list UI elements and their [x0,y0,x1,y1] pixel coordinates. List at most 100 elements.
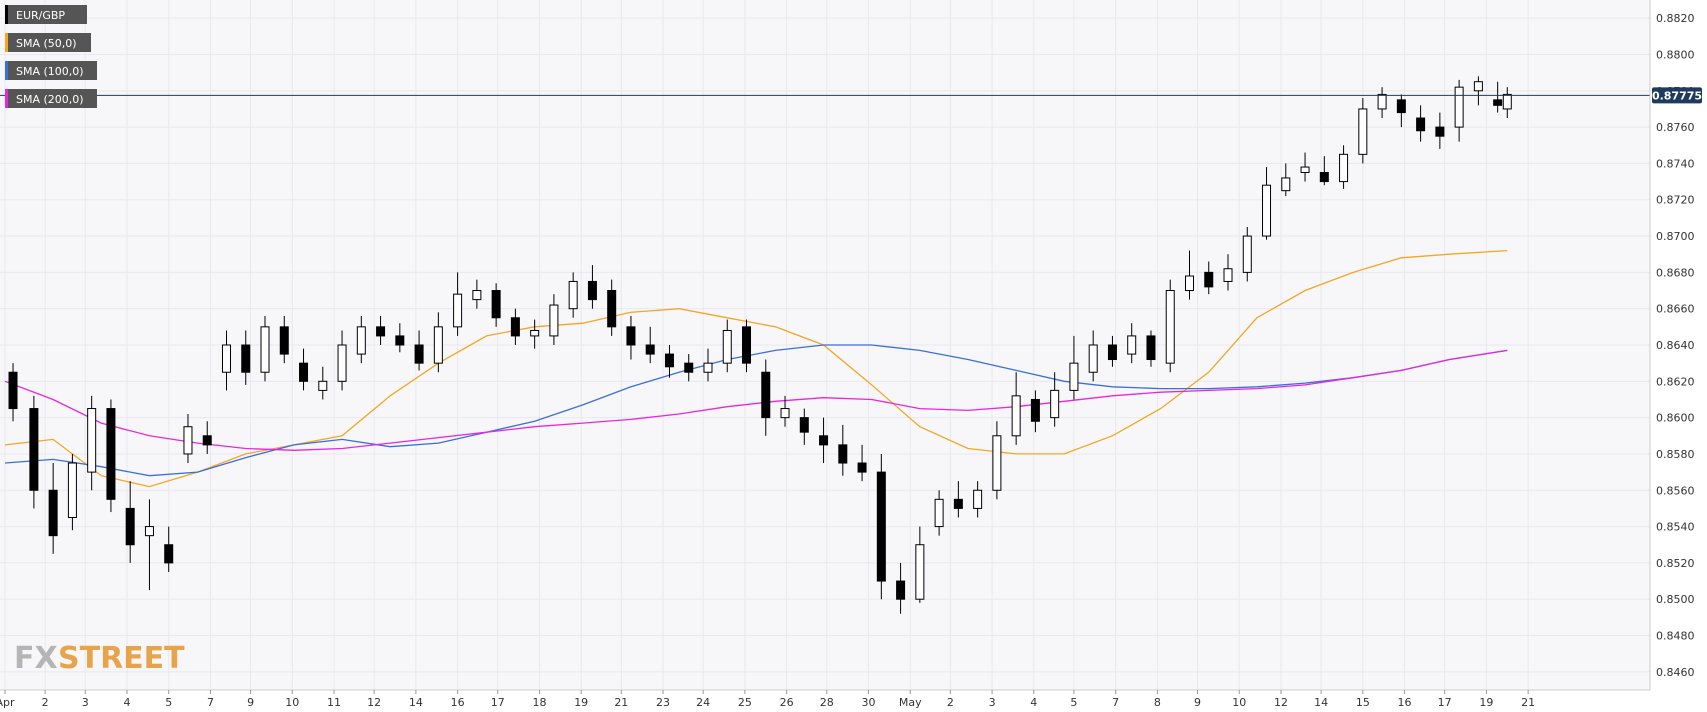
y-tick-label-5: 0.8560 [1656,484,1695,497]
candle-30 [587,265,597,309]
candle-body-1 [29,408,39,491]
candle-4 [87,395,97,491]
candle-11 [221,330,231,391]
candle-32 [626,315,636,360]
candle-38 [742,319,752,373]
y-tick-label-8: 0.8620 [1656,375,1695,388]
candle-body-63 [1223,268,1233,282]
candle-body-6 [125,507,135,546]
candle-body-71 [1377,93,1387,110]
candle-43 [838,424,848,476]
sma-line-2 [4,349,1508,451]
candle-body-43 [838,444,848,464]
candle-53 [1030,390,1040,433]
candle-29 [568,272,578,318]
candle-body-31 [607,290,617,328]
x-axis: Apr234579101112141617181921232425262830M… [0,689,1650,709]
candle-body-44 [857,462,867,473]
candle-body-13 [260,326,270,373]
candle-68 [1319,156,1329,186]
candle-46 [896,562,906,614]
legend-label-2: SMA (100,0) [16,65,84,78]
candle-8 [164,526,174,572]
legend-swatch-0 [5,5,8,24]
candle-23 [453,272,463,336]
candle-body-62 [1204,271,1214,288]
candle-35 [684,354,694,382]
candle-body-3 [67,462,77,518]
candle-1 [29,395,39,509]
candle-body-41 [799,417,809,433]
candle-body-12 [241,344,251,373]
candle-body-56 [1088,344,1098,373]
candle-55 [1069,335,1079,400]
x-tick-label-11: 16 [451,696,465,709]
candle-body-21 [414,344,424,364]
current-price-label-bg [1652,87,1702,104]
candle-27 [530,319,540,349]
x-tick-label-7: 10 [285,696,299,709]
x-tick-label-21: 30 [861,696,875,709]
x-tick-label-31: 12 [1274,696,1288,709]
candle-54 [1050,372,1060,427]
y-tick-label-1: 0.8480 [1656,630,1695,643]
candle-74 [1435,112,1445,149]
candle-34 [664,345,674,378]
candle-body-5 [106,408,116,500]
x-tick-label-36: 19 [1479,696,1493,709]
candle-body-38 [742,326,752,364]
x-tick-label-0: Apr [0,696,15,709]
candle-10 [202,421,212,454]
y-tick-label-4: 0.8540 [1656,521,1695,534]
candle-20 [395,323,405,353]
candle-body-37 [722,329,732,364]
candle-56 [1088,330,1098,382]
candle-body-66 [1281,177,1291,192]
candle-body-9 [183,426,193,455]
candle-18 [356,315,366,364]
x-tick-label-4: 5 [165,696,172,709]
candle-13 [260,315,270,382]
candle-body-26 [510,317,520,337]
candle-body-61 [1184,275,1194,292]
candle-22 [433,312,443,373]
candle-50 [973,481,983,518]
sma-line-0 [4,249,1508,488]
y-tick-label-7: 0.8600 [1656,412,1695,425]
candle-59 [1146,330,1156,367]
candle-65 [1262,167,1272,240]
candle-60 [1165,279,1175,373]
candle-body-30 [587,280,597,301]
candle-body-59 [1146,335,1156,361]
chart-legend: EUR/GBP SMA (50,0) SMA (100,0) SMA (200,0) [5,5,97,108]
candle-40 [780,395,790,427]
x-tick-label-14: 19 [574,696,588,709]
candle-67 [1300,152,1310,182]
x-tick-label-9: 12 [367,696,381,709]
candle-body-28 [549,304,559,337]
legend-item-2: SMA (100,0) [5,61,97,80]
x-tick-label-25: 4 [1030,696,1037,709]
candle-25 [491,283,501,327]
legend-swatch-3 [5,89,8,108]
candle-62 [1204,261,1214,295]
y-tick-label-10: 0.8660 [1656,303,1695,316]
candle-17 [337,330,347,391]
candle-28 [549,294,559,345]
x-tick-label-37: 21 [1521,696,1535,709]
candle-41 [799,408,809,445]
candle-0 [8,363,18,422]
candle-body-57 [1107,344,1117,361]
candle-37 [722,319,732,373]
x-tick-label-6: 9 [247,696,254,709]
candle-body-35 [684,362,694,373]
candle-24 [472,279,482,309]
legend-label-3: SMA (200,0) [16,93,84,106]
candle-body-47 [915,544,925,600]
candle-77 [1493,81,1503,113]
legend-swatch-1 [5,33,8,52]
candle-body-22 [433,326,443,364]
candle-body-20 [395,335,405,346]
current-price-label: 0.87775 [1652,87,1702,104]
